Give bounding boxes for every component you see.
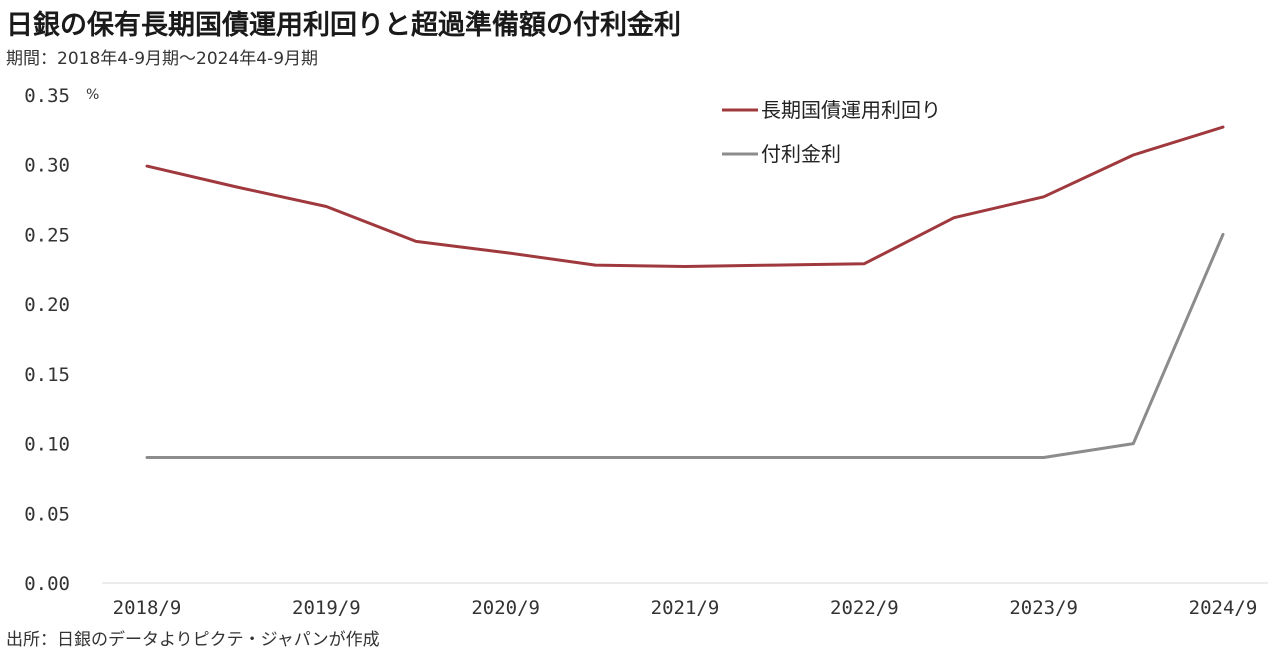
x-tick-label: 2020/9 — [471, 597, 540, 619]
x-tick-label: 2022/9 — [830, 597, 899, 619]
y-tick-label: 0.25 — [24, 224, 70, 246]
legend-label: 付利金利 — [761, 142, 841, 166]
x-tick-label: 2024/9 — [1189, 597, 1258, 619]
y-tick-label: 0.30 — [24, 155, 70, 177]
y-tick-label: 0.05 — [24, 503, 70, 525]
y-tick-label: 0.15 — [24, 364, 70, 386]
legend-label: 長期国債運用利回り — [761, 98, 941, 122]
y-axis-unit: % — [86, 87, 99, 103]
y-axis: 0.00 0.05 0.10 0.15 0.20 0.25 0.30 0.35 — [24, 85, 70, 595]
series-group — [145, 125, 1225, 459]
series-line-1 — [145, 125, 1225, 268]
x-tick-label: 2018/9 — [113, 597, 182, 619]
chart-title: 日銀の保有長期国債運用利回りと超過準備額の付利金利 — [6, 10, 681, 41]
y-tick-label: 0.20 — [24, 294, 70, 316]
x-tick-label: 2021/9 — [651, 597, 720, 619]
x-tick-label: 2019/9 — [292, 597, 361, 619]
chart-subtitle: 期間：2018年4-9月期～2024年4-9月期 — [6, 49, 319, 69]
x-tick-label: 2023/9 — [1009, 597, 1078, 619]
source-note: 出所：日銀のデータよりピクテ・ジャパンが作成 — [6, 630, 380, 650]
y-tick-label: 0.10 — [24, 434, 70, 456]
x-axis: 2018/9 2019/9 2020/9 2021/9 2022/9 2023/9 2024… — [113, 597, 1258, 619]
y-tick-label: 0.35 — [24, 85, 70, 107]
series-line-2 — [145, 232, 1225, 459]
y-tick-label: 0.00 — [24, 573, 70, 595]
